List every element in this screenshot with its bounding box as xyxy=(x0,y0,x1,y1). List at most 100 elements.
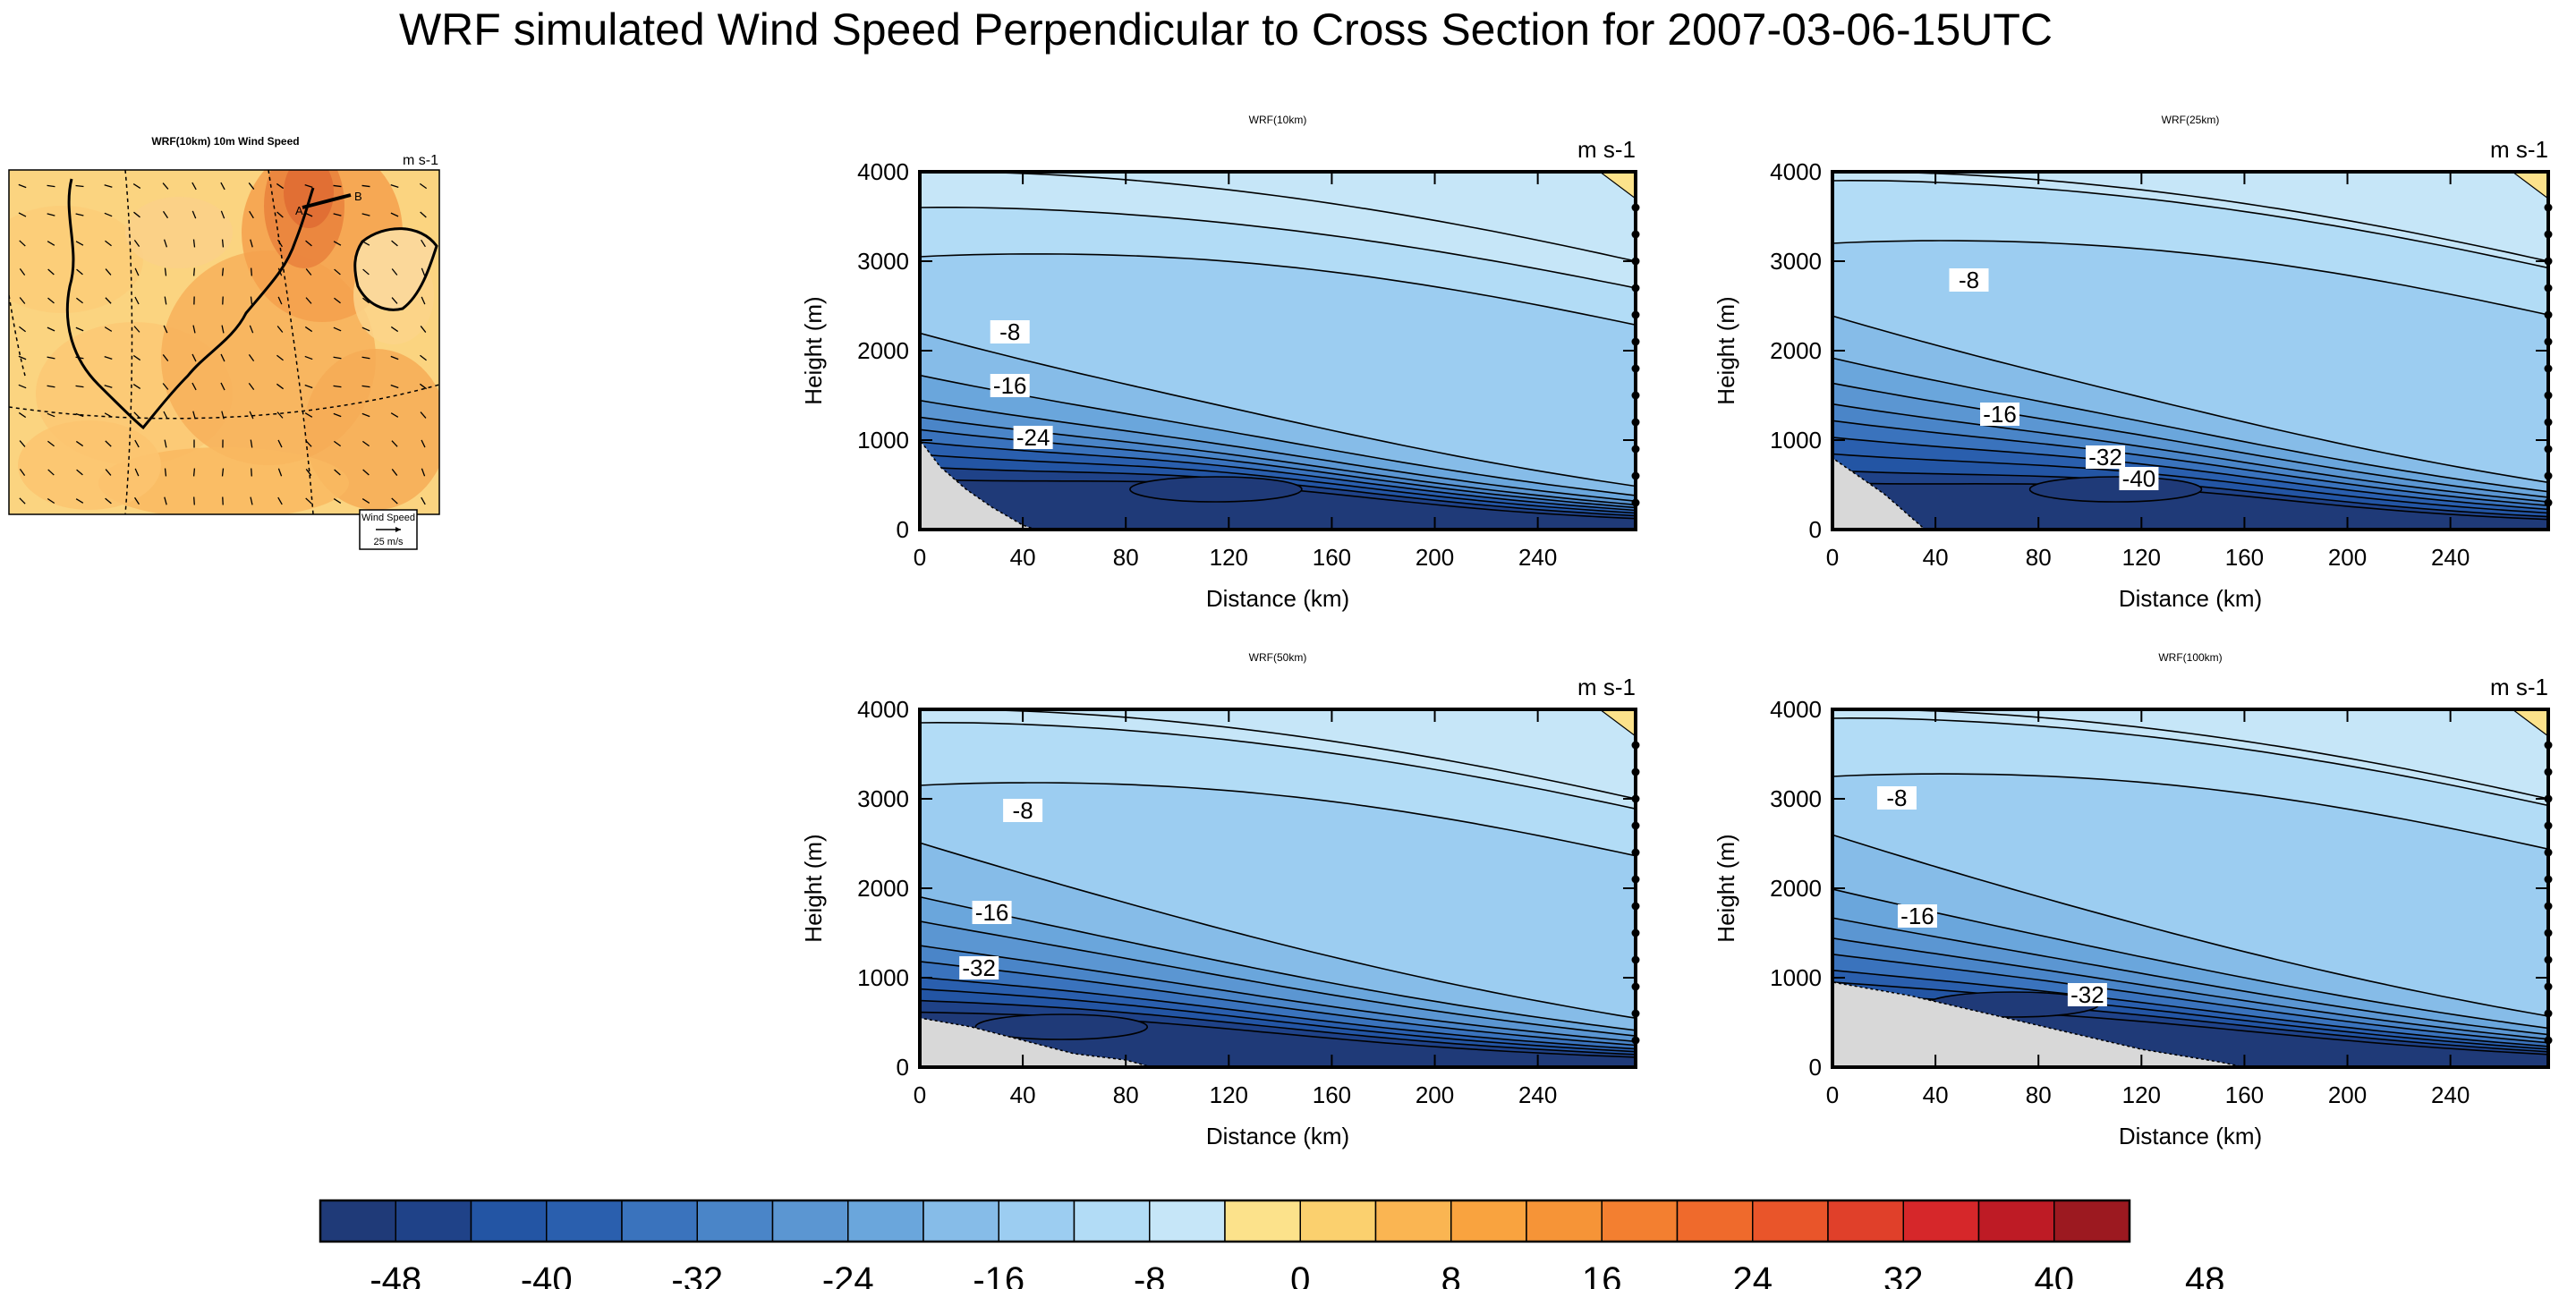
colorbar-label: 24 xyxy=(1733,1260,1773,1289)
map-title: WRF(10km) 10m Wind Speed xyxy=(151,135,299,148)
x-tick-label: 80 xyxy=(1113,544,1139,571)
x-tick-label: 240 xyxy=(1518,1081,1557,1108)
terrain xyxy=(1832,457,1926,530)
x-tick-label: 0 xyxy=(1826,1081,1839,1108)
contour-label: -24 xyxy=(1013,424,1053,451)
y-tick-label: 1000 xyxy=(857,427,909,454)
colorbar-label: 32 xyxy=(1883,1260,1924,1289)
svg-text:-8: -8 xyxy=(1959,267,1979,293)
cross-section-panel: -8 -16 -32 0 40 80 120 160 200 240 0 1000 2000 3000 40… xyxy=(1713,651,2553,1149)
colorbar-swatch xyxy=(2053,1200,2130,1242)
colorbar-swatch xyxy=(847,1200,924,1242)
colorbar-swatch xyxy=(998,1200,1075,1242)
colorbar-swatch xyxy=(621,1200,698,1242)
x-tick-label: 200 xyxy=(2328,544,2367,571)
colorbar-swatch xyxy=(922,1200,999,1242)
x-axis-label: Distance (km) xyxy=(2119,585,2262,612)
map-body: AB xyxy=(8,169,440,515)
cross-section-label-a: A xyxy=(295,204,303,217)
colorbar-swatch xyxy=(1299,1200,1377,1242)
map-units: m s-1 xyxy=(403,153,438,168)
y-axis-label: Height (m) xyxy=(1713,296,1739,404)
overview-map: WRF(10km) 10m Wind Speed m s-1 AB Wind S… xyxy=(8,135,440,550)
contour-label: -8 xyxy=(1949,267,1989,293)
cross-section-panels: -8-16-240 40 80 120 160 200 240010002000300040… xyxy=(800,114,2553,1149)
contour-label: -8 xyxy=(1876,784,1917,811)
colorbar-swatch xyxy=(1149,1200,1226,1242)
panel-title: WRF(25km) xyxy=(2162,114,2220,126)
contour-label: -40 xyxy=(2119,465,2159,492)
x-tick-label: 120 xyxy=(2122,1081,2161,1108)
map-legend-label: Wind Speed xyxy=(361,513,415,523)
x-tick-label: 40 xyxy=(1923,1081,1949,1108)
y-axis-label: Height (m) xyxy=(1713,834,1739,942)
y-tick-label: 4000 xyxy=(857,158,909,185)
svg-text:-8: -8 xyxy=(999,318,1020,345)
colorbar-swatch xyxy=(1374,1200,1452,1242)
contour-label: -16 xyxy=(1897,903,1937,929)
x-tick-label: 160 xyxy=(2225,544,2264,571)
colorbar-label: 40 xyxy=(2035,1260,2075,1289)
x-tick-label: 120 xyxy=(1210,1081,1248,1108)
cross-section-label-b: B xyxy=(354,190,362,203)
x-tick-label: 200 xyxy=(1416,544,1454,571)
svg-text:-8: -8 xyxy=(1013,797,1033,824)
x-tick-label: 40 xyxy=(1010,544,1036,571)
y-tick-label: 2000 xyxy=(1770,875,1822,902)
x-tick-label: 40 xyxy=(1010,1081,1036,1108)
cross-section-panel: -8 -16 -32-40 0 40 80 120 160 200 240 0 1000 2000 300… xyxy=(1713,114,2553,612)
svg-text:-32: -32 xyxy=(2088,444,2122,471)
colorbar-label: -40 xyxy=(521,1260,573,1289)
contour-label: -8 xyxy=(1003,797,1043,824)
colorbar-swatch xyxy=(470,1200,548,1242)
y-tick-label: 0 xyxy=(1809,1054,1822,1081)
page-title: WRF simulated Wind Speed Perpendicular t… xyxy=(399,4,2053,55)
svg-text:-16: -16 xyxy=(1900,903,1934,929)
cross-section-panel: -8 -16 -24 0 40 80 120 160 200 240 0 1000 2000 3000 40… xyxy=(800,114,1640,612)
y-tick-label: 3000 xyxy=(857,248,909,275)
x-tick-label: 0 xyxy=(914,1081,926,1108)
jet-core xyxy=(1129,476,1303,503)
svg-text:-16: -16 xyxy=(993,372,1027,399)
x-tick-label: 80 xyxy=(1113,1081,1139,1108)
contour-label: -8 xyxy=(990,318,1030,345)
colorbar-label: 48 xyxy=(2185,1260,2225,1289)
svg-text:-32: -32 xyxy=(962,954,996,981)
x-axis-label: Distance (km) xyxy=(1206,1123,1349,1149)
jet-core xyxy=(974,1013,1149,1040)
terrain xyxy=(1832,981,2245,1067)
colorbar-swatch xyxy=(1526,1200,1603,1242)
colorbar: -48 -40 -32 -24 -16 -8 0 8 16 24 32 40 48 xyxy=(319,1199,2225,1289)
colorbar-label: -24 xyxy=(822,1260,874,1289)
colorbar-swatch xyxy=(319,1200,396,1242)
y-tick-label: 0 xyxy=(897,516,909,543)
y-tick-label: 4000 xyxy=(1770,158,1822,185)
x-tick-label: 0 xyxy=(914,544,926,571)
x-tick-label: 240 xyxy=(2431,544,2470,571)
panel-title: WRF(100km) xyxy=(2158,651,2222,664)
y-tick-label: 3000 xyxy=(1770,785,1822,812)
svg-text:-16: -16 xyxy=(1983,401,2017,428)
y-tick-label: 1000 xyxy=(857,964,909,991)
terrain xyxy=(920,438,1036,530)
contour-label: -32 xyxy=(2086,444,2126,471)
svg-text:-24: -24 xyxy=(1016,424,1050,451)
colorbar-label: -48 xyxy=(370,1260,421,1289)
panel-title: WRF(50km) xyxy=(1249,651,1307,664)
colorbar-label: 0 xyxy=(1290,1260,1310,1289)
panel-units: m s-1 xyxy=(1577,136,1636,163)
x-tick-label: 200 xyxy=(1416,1081,1454,1108)
x-axis-label: Distance (km) xyxy=(1206,585,1349,612)
x-tick-label: 80 xyxy=(2026,1081,2052,1108)
colorbar-swatch xyxy=(696,1200,774,1242)
x-tick-label: 160 xyxy=(1313,1081,1351,1108)
y-tick-label: 0 xyxy=(1809,516,1822,543)
contour-label: -16 xyxy=(990,372,1030,399)
svg-text:-16: -16 xyxy=(975,899,1009,926)
colorbar-swatch xyxy=(1827,1200,1904,1242)
colorbar-swatch xyxy=(395,1200,472,1242)
map-legend-ref: 25 m/s xyxy=(373,537,404,547)
y-tick-label: 3000 xyxy=(857,785,909,812)
x-tick-label: 200 xyxy=(2328,1081,2367,1108)
jet-core xyxy=(2028,476,2203,503)
